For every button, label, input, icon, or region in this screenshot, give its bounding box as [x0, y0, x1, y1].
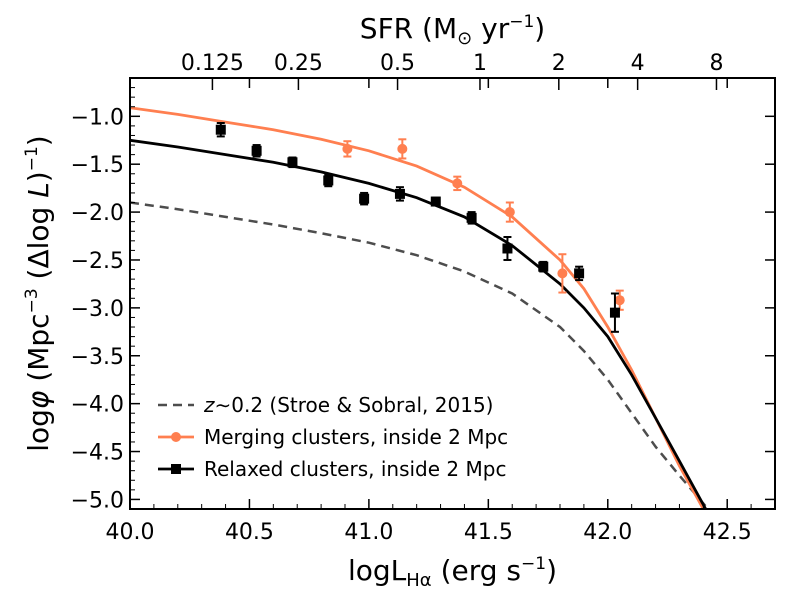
- data-point-relaxed: [287, 157, 298, 168]
- top-tick-label: 8: [709, 51, 723, 76]
- top-tick-label: 0.125: [181, 51, 244, 76]
- data-point-merging: [452, 178, 463, 189]
- y-tick-label: −4.0: [71, 393, 124, 418]
- top-tick-label: 4: [631, 51, 645, 76]
- y-tick-label: −5.0: [71, 488, 124, 513]
- data-point-relaxed: [466, 212, 477, 223]
- x-tick-label: 42.0: [583, 520, 632, 545]
- data-point-merging: [614, 295, 625, 306]
- y-tick-label: −1.5: [71, 153, 124, 178]
- top-tick-label: 2: [552, 51, 566, 76]
- data-point-relaxed: [215, 124, 226, 135]
- x-tick-label: 41.5: [464, 520, 513, 545]
- x-tick-label: 42.5: [703, 520, 752, 545]
- legend-marker-circle: [171, 432, 181, 442]
- x-tick-label: 41.0: [344, 520, 393, 545]
- data-point-relaxed: [574, 268, 585, 279]
- y-tick-label: −2.5: [71, 249, 124, 274]
- chart-marks: [130, 106, 710, 509]
- data-point-relaxed: [609, 307, 620, 318]
- data-point-merging: [557, 268, 568, 279]
- x-tick-label: 40.0: [106, 520, 155, 545]
- data-point-merging: [397, 143, 408, 154]
- data-point-merging: [504, 207, 515, 218]
- data-point-merging: [342, 143, 353, 154]
- plot-area: [130, 106, 710, 509]
- series-line-0: [130, 201, 710, 509]
- data-point-relaxed: [430, 196, 441, 207]
- series-line-2: [130, 138, 707, 509]
- plot-frame: [129, 77, 776, 510]
- y-tick-label: −4.5: [71, 441, 124, 466]
- data-point-relaxed: [538, 261, 549, 272]
- legend: z∼0.2 (Stroe & Sobral, 2015) Merging clus…: [158, 393, 508, 481]
- data-point-relaxed: [323, 175, 334, 186]
- x-tick-label: 40.5: [225, 520, 274, 545]
- legend-marker-square: [171, 464, 181, 474]
- data-point-relaxed: [394, 188, 405, 199]
- data-point-relaxed: [502, 243, 513, 254]
- top-tick-label: 0.25: [274, 51, 323, 76]
- y-tick-label: −2.0: [71, 201, 124, 226]
- y-tick-label: −3.5: [71, 345, 124, 370]
- legend-label-2: Relaxed clusters, inside 2 Mpc: [204, 457, 506, 481]
- top-tick-label: 1: [473, 51, 487, 76]
- data-point-relaxed: [251, 145, 262, 156]
- chart-axes: 40.0 40.5 41.0 41.5 42.0 42.5−1.0−1.5−2.0−2.5…: [22, 12, 776, 591]
- legend-label-1: Merging clusters, inside 2 Mpc: [204, 425, 508, 449]
- legend-label-z02: z∼0.2 (Stroe & Sobral, 2015): [203, 393, 493, 417]
- y-tick-label: −3.0: [71, 297, 124, 322]
- data-point-relaxed: [359, 193, 370, 204]
- x-axis-title: logLHα (erg s−1): [348, 554, 557, 591]
- top-axis-title: SFR (M⊙ yr−1): [360, 12, 545, 49]
- y-tick-label: −1.0: [71, 105, 124, 130]
- top-tick-label: 0.5: [380, 51, 415, 76]
- y-axis-title: logφ (Mpc−3 (Δlog L)−1): [22, 135, 55, 452]
